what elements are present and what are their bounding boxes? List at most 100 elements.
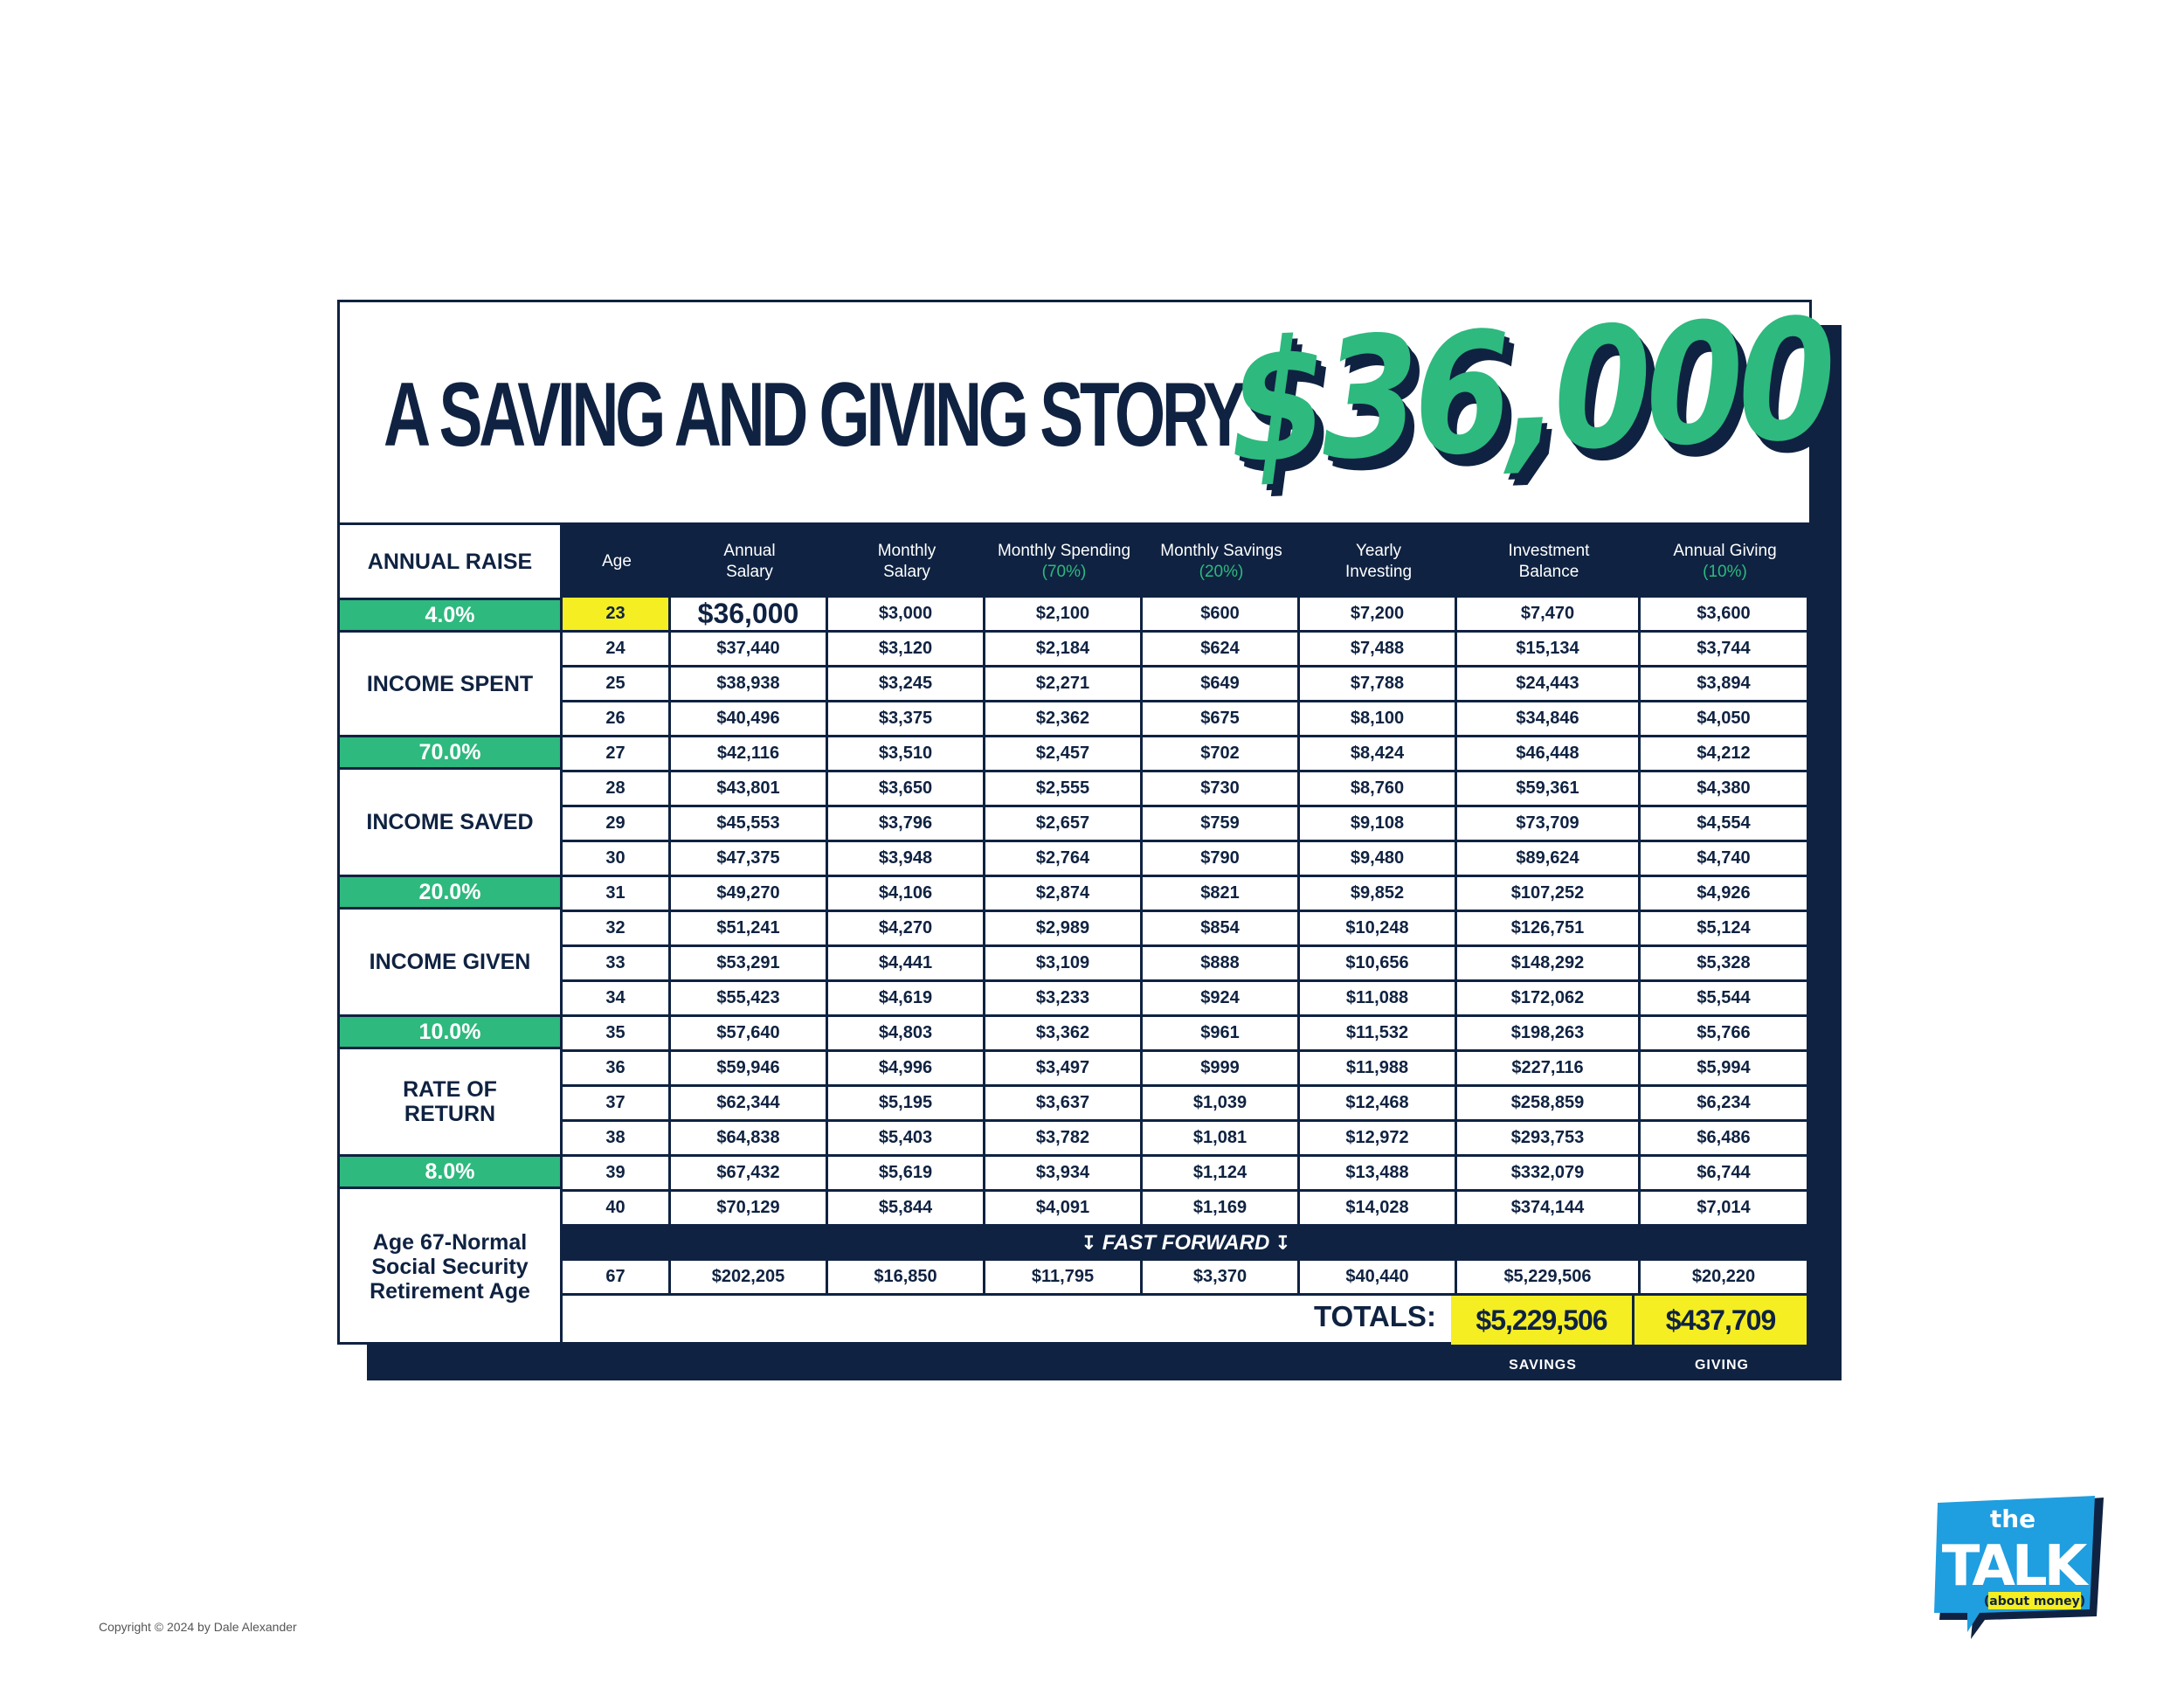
copyright-notice: Copyright © 2024 by Dale Alexander xyxy=(99,1620,297,1634)
cell-annual-salary: $36,000 xyxy=(671,598,828,633)
header-annual-giving: Annual Giving (10%) xyxy=(1641,525,1809,598)
cell-annual-salary: $37,440 xyxy=(671,633,828,668)
cell-yearly-investing: $9,852 xyxy=(1300,877,1457,912)
cell-monthly-salary: $3,000 xyxy=(828,598,985,633)
cell-yearly-investing: $11,988 xyxy=(1300,1052,1457,1087)
total-giving-tag: GIVING xyxy=(1694,1358,1749,1373)
cell-investment-balance: $148,292 xyxy=(1457,947,1641,982)
cell-investment-balance: $59,361 xyxy=(1457,772,1641,807)
cell-annual-salary: $42,116 xyxy=(671,737,828,772)
cell-age: 39 xyxy=(563,1157,671,1192)
header-monthly-salary-line2: Salary xyxy=(883,562,930,581)
savings-sheet: A SAVING AND GIVING STORY $36,000 ANNUAL… xyxy=(337,283,1833,1373)
cell-annual-salary: $47,375 xyxy=(671,842,828,877)
cell-annual-giving: $4,926 xyxy=(1641,877,1809,912)
cell-investment-balance: $34,846 xyxy=(1457,702,1641,737)
chevron-down-icon: ↧ xyxy=(1275,1232,1291,1254)
cell-age: 23 xyxy=(563,598,671,633)
cell-annual-salary: $70,129 xyxy=(671,1192,828,1227)
header-annual-giving-line1: Annual Giving xyxy=(1673,541,1777,560)
header-monthly-spending-sub: (70%) xyxy=(1041,562,1087,581)
cell-monthly-salary: $4,441 xyxy=(828,947,985,982)
cell-yearly-investing: $8,760 xyxy=(1300,772,1457,807)
retirement-label-line2: Social Security xyxy=(371,1255,529,1279)
table-row: 36 $59,946 $4,996 $3,497 $999 $11,988 $227,116… xyxy=(563,1052,1809,1087)
cell-yearly-investing: $9,108 xyxy=(1300,807,1457,842)
table-row: 26 $40,496 $3,375 $2,362 $675 $8,100 $34,846 $4… xyxy=(563,702,1809,737)
cell-monthly-spending: $2,457 xyxy=(985,737,1143,772)
cell-yearly-investing: $12,468 xyxy=(1300,1087,1457,1122)
total-savings-tag: SAVINGS xyxy=(1509,1358,1577,1373)
cell-annual-salary: $59,946 xyxy=(671,1052,828,1087)
cell-age: 35 xyxy=(563,1017,671,1052)
cell-monthly-savings: $888 xyxy=(1143,947,1300,982)
cell-monthly-spending: $3,362 xyxy=(985,1017,1143,1052)
cell-monthly-salary: $5,844 xyxy=(828,1192,985,1227)
cell-annual-giving: $6,744 xyxy=(1641,1157,1809,1192)
cell-monthly-savings: $1,169 xyxy=(1143,1192,1300,1227)
cell-monthly-salary: $4,270 xyxy=(828,912,985,947)
cell-investment-balance: $227,116 xyxy=(1457,1052,1641,1087)
header-age: Age xyxy=(563,525,671,598)
table-row: 37 $62,344 $5,195 $3,637 $1,039 $12,468 $258,8… xyxy=(563,1087,1809,1122)
cell-annual-salary: $62,344 xyxy=(671,1087,828,1122)
cell-yearly-investing: $11,088 xyxy=(1300,982,1457,1017)
cell-monthly-savings: $675 xyxy=(1143,702,1300,737)
cell-yearly-investing: $9,480 xyxy=(1300,842,1457,877)
cell-investment-balance: $24,443 xyxy=(1457,668,1641,702)
cell-age: 24 xyxy=(563,633,671,668)
cell-investment-balance: $107,252 xyxy=(1457,877,1641,912)
annual-raise-label: ANNUAL RAISE xyxy=(367,549,533,574)
income-given-label: INCOME GIVEN xyxy=(369,950,531,974)
cell-age: 33 xyxy=(563,947,671,982)
cell-monthly-savings: $1,124 xyxy=(1143,1157,1300,1192)
total-savings-value: $5,229,506 xyxy=(1451,1296,1635,1345)
cell-monthly-salary: $4,106 xyxy=(828,877,985,912)
cell-monthly-salary: $4,996 xyxy=(828,1052,985,1087)
cell-investment-balance: $46,448 xyxy=(1457,737,1641,772)
cell-annual-salary: $45,553 xyxy=(671,807,828,842)
cell-investment-balance: $126,751 xyxy=(1457,912,1641,947)
header-monthly-salary-line1: Monthly xyxy=(877,541,936,560)
header-yearly-investing-line2: Investing xyxy=(1344,562,1413,581)
header-investment-balance-line1: Investment xyxy=(1508,541,1590,560)
cell-monthly-salary: $5,195 xyxy=(828,1087,985,1122)
header-age-line1: Age xyxy=(602,551,632,571)
table-row: 32 $51,241 $4,270 $2,989 $854 $10,248 $126,751… xyxy=(563,912,1809,947)
table-row: 31 $49,270 $4,106 $2,874 $821 $9,852 $107,252 $… xyxy=(563,877,1809,912)
cell-monthly-savings: $600 xyxy=(1143,598,1300,633)
cell-investment-balance: $7,470 xyxy=(1457,598,1641,633)
cell-annual-giving: $5,994 xyxy=(1641,1052,1809,1087)
logo-line2: TALK xyxy=(1942,1534,2090,1599)
rate-of-return-label-line1: RATE OF xyxy=(403,1077,497,1102)
cell-yearly-investing: $14,028 xyxy=(1300,1192,1457,1227)
cell-monthly-salary: $3,948 xyxy=(828,842,985,877)
header-annual-salary-line2: Salary xyxy=(726,562,773,581)
logo-line3: (about money) xyxy=(1984,1595,2085,1608)
cell-monthly-salary: $3,510 xyxy=(828,737,985,772)
cell-annual-giving: $6,234 xyxy=(1641,1087,1809,1122)
cell-monthly-spending: $11,795 xyxy=(985,1261,1143,1296)
cell-yearly-investing: $13,488 xyxy=(1300,1157,1457,1192)
cell-monthly-salary: $16,850 xyxy=(828,1261,985,1296)
header-annual-giving-sub: (10%) xyxy=(1703,562,1747,581)
cell-monthly-salary: $3,245 xyxy=(828,668,985,702)
cell-monthly-savings: $649 xyxy=(1143,668,1300,702)
cell-annual-salary: $55,423 xyxy=(671,982,828,1017)
cell-monthly-salary: $3,796 xyxy=(828,807,985,842)
income-saved-value: 20.0% xyxy=(340,875,560,910)
header-monthly-spending: Monthly Spending (70%) xyxy=(985,525,1143,598)
cell-investment-balance: $374,144 xyxy=(1457,1192,1641,1227)
cell-monthly-salary: $3,120 xyxy=(828,633,985,668)
cell-investment-balance: $172,062 xyxy=(1457,982,1641,1017)
cell-age: 40 xyxy=(563,1192,671,1227)
cell-annual-giving: $3,600 xyxy=(1641,598,1809,633)
table-row: 27 $42,116 $3,510 $2,457 $702 $8,424 $46,448 $4… xyxy=(563,737,1809,772)
cell-annual-giving: $7,014 xyxy=(1641,1192,1809,1227)
cell-monthly-spending: $2,555 xyxy=(985,772,1143,807)
cell-age: 36 xyxy=(563,1052,671,1087)
cell-age: 29 xyxy=(563,807,671,842)
cell-investment-balance: $198,263 xyxy=(1457,1017,1641,1052)
cell-monthly-savings: $854 xyxy=(1143,912,1300,947)
page-title: A SAVING AND GIVING STORY xyxy=(384,364,1247,466)
